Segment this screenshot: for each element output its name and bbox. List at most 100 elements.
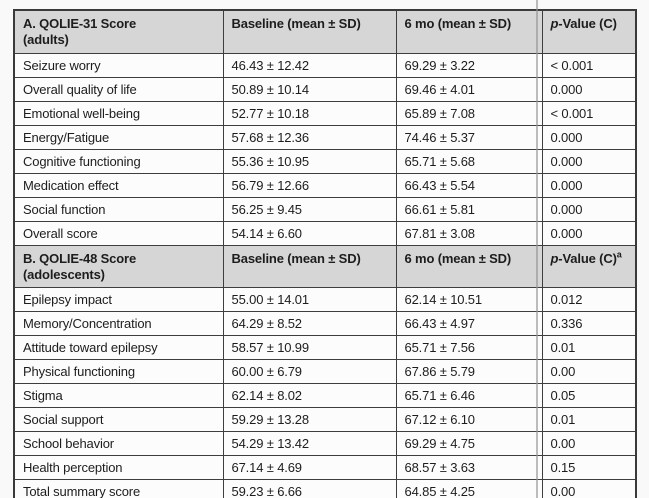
six-month-value-cell: 68.57 ± 3.63: [395, 455, 543, 480]
six-month-value-cell: 66.43 ± 4.97: [395, 311, 543, 336]
six-month-value-cell: 66.61 ± 5.81: [395, 196, 543, 222]
baseline-value-cell: 54.14 ± 6.60: [222, 220, 397, 246]
row-label-cell: School behavior: [13, 431, 224, 456]
table-row: Cognitive functioning 55.36 ± 10.95 65.7…: [13, 148, 637, 174]
table-row: Total summary score 59.23 ± 6.66 64.85 ±…: [13, 479, 637, 498]
p-italic: p: [550, 16, 559, 31]
six-month-header-cell: 6 mo (mean ± SD): [395, 9, 543, 54]
section-a-title-line2: (adults): [23, 32, 69, 48]
table-row: Overall quality of life 50.89 ± 10.14 69…: [13, 76, 637, 102]
row-label-cell: Social support: [13, 407, 224, 432]
row-label-cell: Memory/Concentration: [13, 311, 224, 336]
baseline-value-cell: 56.25 ± 9.45: [222, 196, 397, 222]
row-label-cell: Social function: [13, 196, 224, 222]
section-b-title-line1: B. QOLIE-48 Score: [23, 250, 137, 266]
baseline-value-cell: 46.43 ± 12.42: [222, 52, 397, 78]
baseline-value-cell: 59.23 ± 6.66: [222, 479, 397, 498]
six-month-value-cell: 65.71 ± 7.56: [395, 335, 543, 360]
six-month-value-cell: 65.71 ± 5.68: [395, 148, 543, 174]
p-value-cell: 0.00: [541, 431, 637, 456]
six-month-value-cell: 65.71 ± 6.46: [395, 383, 543, 408]
p-italic: p: [550, 250, 559, 266]
p-value-cell: 0.05: [541, 383, 637, 408]
table-row: Social support 59.29 ± 13.28 67.12 ± 6.1…: [13, 407, 637, 432]
p-value-cell: 0.000: [541, 172, 637, 198]
table-row: Epilepsy impact 55.00 ± 14.01 62.14 ± 10…: [13, 287, 637, 312]
p-value-cell: 0.01: [541, 407, 637, 432]
six-month-value-cell: 66.43 ± 5.54: [395, 172, 543, 198]
six-month-value-cell: 67.12 ± 6.10: [395, 407, 543, 432]
six-month-value-cell: 64.85 ± 4.25: [395, 479, 543, 498]
table-row: Emotional well-being 52.77 ± 10.18 65.89…: [13, 100, 637, 126]
baseline-header-cell: Baseline (mean ± SD): [222, 9, 397, 54]
six-month-value-cell: 62.14 ± 10.51: [395, 287, 543, 312]
row-label-cell: Cognitive functioning: [13, 148, 224, 174]
baseline-value-cell: 52.77 ± 10.18: [222, 100, 397, 126]
baseline-value-cell: 50.89 ± 10.14: [222, 76, 397, 102]
p-value-cell: 0.000: [541, 220, 637, 246]
row-label-cell: Total summary score: [13, 479, 224, 498]
row-label-cell: Attitude toward epilepsy: [13, 335, 224, 360]
section-b-title-line2: (adolescents): [23, 266, 105, 282]
six-month-value-cell: 67.81 ± 3.08: [395, 220, 543, 246]
baseline-value-cell: 60.00 ± 6.79: [222, 359, 397, 384]
row-label-cell: Overall score: [13, 220, 224, 246]
p-value-header-cell: p-Value (C): [541, 9, 637, 54]
baseline-header-cell: Baseline (mean ± SD): [222, 244, 397, 288]
row-label-cell: Overall quality of life: [13, 76, 224, 102]
qolie-scores-table: A. QOLIE-31 Score (adults) Baseline (mea…: [13, 9, 637, 498]
six-month-value-cell: 74.46 ± 5.37: [395, 124, 543, 150]
row-label-cell: Energy/Fatigue: [13, 124, 224, 150]
baseline-value-cell: 59.29 ± 13.28: [222, 407, 397, 432]
baseline-value-cell: 56.79 ± 12.66: [222, 172, 397, 198]
p-value-header-text: -Value (C): [558, 250, 617, 266]
table-row: Stigma 62.14 ± 8.02 65.71 ± 6.46 0.05: [13, 383, 637, 408]
p-value-cell: 0.336: [541, 311, 637, 336]
table-row: Memory/Concentration 64.29 ± 8.52 66.43 …: [13, 311, 637, 336]
table-row: School behavior 54.29 ± 13.42 69.29 ± 4.…: [13, 431, 637, 456]
baseline-value-cell: 57.68 ± 12.36: [222, 124, 397, 150]
p-value-cell: 0.000: [541, 196, 637, 222]
baseline-value-cell: 55.36 ± 10.95: [222, 148, 397, 174]
six-month-value-cell: 67.86 ± 5.79: [395, 359, 543, 384]
p-value-cell: < 0.001: [541, 100, 637, 126]
baseline-value-cell: 54.29 ± 13.42: [222, 431, 397, 456]
baseline-value-cell: 55.00 ± 14.01: [222, 287, 397, 312]
table-row: Attitude toward epilepsy 58.57 ± 10.99 6…: [13, 335, 637, 360]
six-month-value-cell: 65.89 ± 7.08: [395, 100, 543, 126]
section-b-header-row: B. QOLIE-48 Score (adolescents) Baseline…: [13, 244, 637, 288]
row-label-cell: Physical functioning: [13, 359, 224, 384]
section-a-header-row: A. QOLIE-31 Score (adults) Baseline (mea…: [13, 9, 637, 54]
table-row: Medication effect 56.79 ± 12.66 66.43 ± …: [13, 172, 637, 198]
row-label-cell: Seizure worry: [13, 52, 224, 78]
p-value-cell: 0.000: [541, 76, 637, 102]
p-value-cell: 0.000: [541, 148, 637, 174]
p-value-cell: 0.15: [541, 455, 637, 480]
section-b-title-cell: B. QOLIE-48 Score (adolescents): [13, 244, 224, 288]
baseline-value-cell: 58.57 ± 10.99: [222, 335, 397, 360]
six-month-value-cell: 69.46 ± 4.01: [395, 76, 543, 102]
p-value-cell: 0.000: [541, 124, 637, 150]
table-row: Energy/Fatigue 57.68 ± 12.36 74.46 ± 5.3…: [13, 124, 637, 150]
table-row: Social function 56.25 ± 9.45 66.61 ± 5.8…: [13, 196, 637, 222]
baseline-value-cell: 62.14 ± 8.02: [222, 383, 397, 408]
table-row: Seizure worry 46.43 ± 12.42 69.29 ± 3.22…: [13, 52, 637, 78]
table-row: Overall score 54.14 ± 6.60 67.81 ± 3.08 …: [13, 220, 637, 246]
row-label-cell: Health perception: [13, 455, 224, 480]
row-label-cell: Medication effect: [13, 172, 224, 198]
p-value-cell: 0.00: [541, 359, 637, 384]
table-row: Health perception 67.14 ± 4.69 68.57 ± 3…: [13, 455, 637, 480]
table-row: Physical functioning 60.00 ± 6.79 67.86 …: [13, 359, 637, 384]
row-label-cell: Emotional well-being: [13, 100, 224, 126]
p-value-header-text: -Value (C): [558, 16, 617, 31]
row-label-cell: Epilepsy impact: [13, 287, 224, 312]
p-value-superscript: a: [616, 249, 622, 260]
baseline-value-cell: 67.14 ± 4.69: [222, 455, 397, 480]
row-label-cell: Stigma: [13, 383, 224, 408]
baseline-value-cell: 64.29 ± 8.52: [222, 311, 397, 336]
p-value-cell: 0.00: [541, 479, 637, 498]
section-a-title-line1: A. QOLIE-31 Score: [23, 16, 137, 31]
p-value-cell: < 0.001: [541, 52, 637, 78]
six-month-header-cell: 6 mo (mean ± SD): [395, 244, 543, 288]
